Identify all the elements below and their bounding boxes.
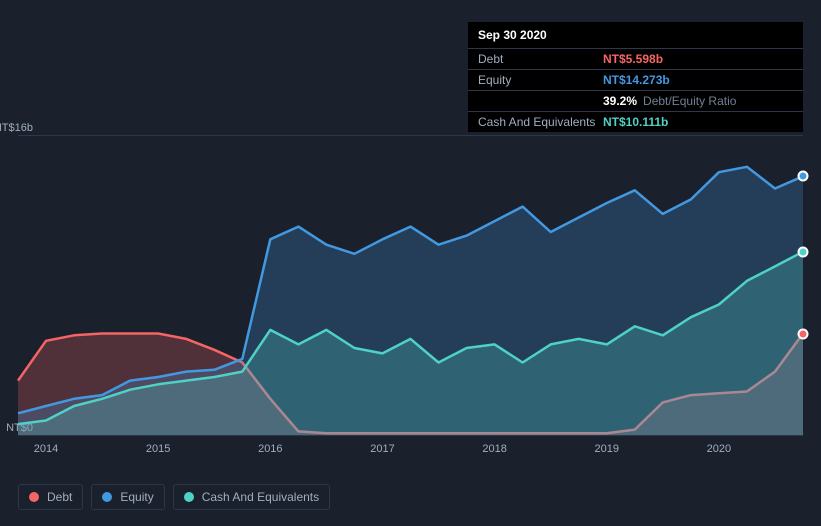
x-axis: 2014 2015 2016 2017 2018 2019 2020 — [18, 443, 803, 463]
x-tick-label: 2014 — [34, 443, 58, 455]
legend-item-debt[interactable]: Debt — [18, 484, 83, 510]
tooltip-label: Equity — [478, 73, 603, 87]
y-gridline — [18, 435, 803, 436]
tooltip-value: NT$10.111b — [603, 115, 668, 129]
legend-dot — [184, 492, 194, 502]
x-tick-label: 2020 — [707, 443, 731, 455]
chart-legend: Debt Equity Cash And Equivalents — [18, 484, 330, 510]
legend-item-cash-and-equivalents[interactable]: Cash And Equivalents — [173, 484, 330, 510]
legend-item-equity[interactable]: Equity — [91, 484, 164, 510]
x-tick-label: 2016 — [258, 443, 282, 455]
x-tick-label: 2018 — [482, 443, 506, 455]
tooltip-date: Sep 30 2020 — [468, 22, 803, 49]
y-gridline — [18, 135, 803, 136]
series-end-marker — [798, 328, 809, 339]
series-end-marker — [798, 171, 809, 182]
legend-label: Cash And Equivalents — [202, 490, 319, 504]
tooltip-row: EquityNT$14.273b — [468, 70, 803, 91]
tooltip-value: NT$5.598b — [603, 52, 663, 66]
tooltip-extra: Debt/Equity Ratio — [643, 94, 736, 108]
x-tick-label: 2015 — [146, 443, 170, 455]
tooltip-value: NT$14.273b — [603, 73, 670, 87]
chart-plot[interactable] — [18, 145, 803, 435]
tooltip-row: Cash And EquivalentsNT$10.111b — [468, 112, 803, 132]
legend-label: Debt — [47, 490, 72, 504]
tooltip-label: Debt — [478, 52, 603, 66]
tooltip-row: DebtNT$5.598b — [468, 49, 803, 70]
tooltip-label — [478, 94, 603, 108]
chart-container: NT$16b NT$0 2014201520162017201820192020… — [0, 0, 821, 526]
tooltip-value: 39.2%Debt/Equity Ratio — [603, 94, 736, 108]
legend-dot — [29, 492, 39, 502]
legend-label: Equity — [120, 490, 153, 504]
x-tick-label: 2017 — [370, 443, 394, 455]
tooltip-row: 39.2%Debt/Equity Ratio — [468, 91, 803, 112]
legend-dot — [102, 492, 112, 502]
y-tick-label: NT$16b — [0, 122, 33, 134]
chart-tooltip: Sep 30 2020 DebtNT$5.598bEquityNT$14.273… — [468, 22, 803, 132]
x-tick-label: 2019 — [595, 443, 619, 455]
tooltip-label: Cash And Equivalents — [478, 115, 603, 129]
series-end-marker — [798, 246, 809, 257]
